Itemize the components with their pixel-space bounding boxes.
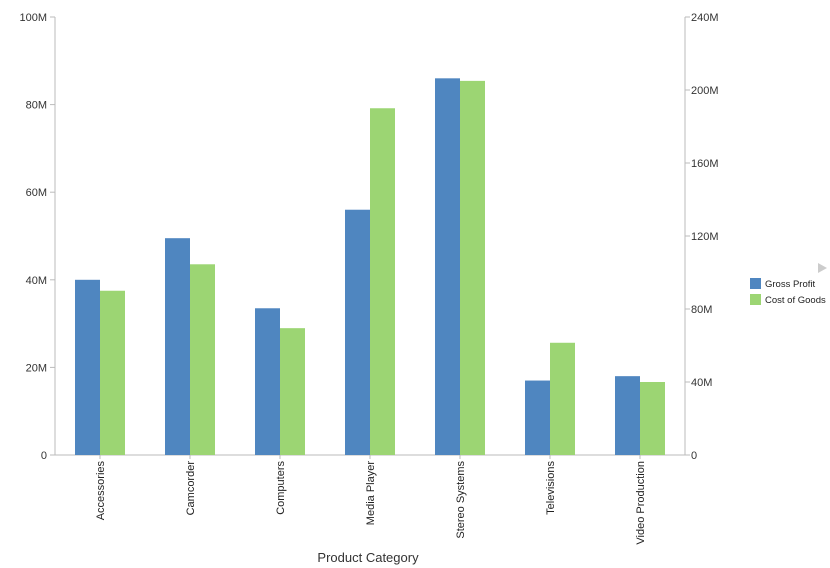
labels: 0 20M 40M 60M 80M 100M 0 40M 80M 120M 160M 200M 240M… (19, 12, 718, 545)
left-tick-label: 100M (19, 12, 47, 24)
category-label: Computers (275, 461, 287, 515)
category-label: Video Production (635, 461, 647, 545)
cost-of-goods-bar[interactable] (460, 80, 485, 455)
x-axis-title: Product Category (317, 550, 419, 565)
right-tick-label: 0 (691, 450, 697, 462)
cost-of-goods-bar[interactable] (280, 328, 305, 455)
gross-profit-bar[interactable] (615, 376, 640, 455)
left-tick-label: 0 (41, 450, 47, 462)
gross-profit-bar[interactable] (165, 238, 190, 455)
left-tick-label: 80M (26, 100, 47, 112)
category-label: Stereo Systems (455, 461, 467, 539)
left-tick-label: 20M (26, 362, 47, 374)
triangle-right-icon[interactable] (818, 263, 827, 273)
legend-swatch (750, 278, 761, 289)
gross-profit-bar[interactable] (75, 279, 100, 455)
category-label: Camcorder (185, 461, 197, 516)
right-tick-label: 160M (691, 158, 719, 170)
cost-of-goods-bar[interactable] (640, 382, 665, 455)
right-tick-label: 200M (691, 85, 719, 97)
category-label: Media Player (365, 461, 377, 526)
right-tick-label: 40M (691, 377, 712, 389)
cost-of-goods-bar[interactable] (370, 108, 395, 455)
category-label: Televisions (545, 461, 557, 515)
right-tick-label: 240M (691, 12, 719, 24)
left-tick-label: 40M (26, 275, 47, 287)
right-tick-label: 120M (691, 231, 719, 243)
gross-profit-bar[interactable] (435, 78, 460, 455)
gross-profit-bar[interactable] (525, 380, 550, 455)
cost-of-goods-bar[interactable] (100, 290, 125, 455)
legend: Gross Profit Cost of Goods (750, 263, 827, 306)
right-tick-label: 80M (691, 304, 712, 316)
category-label: Accessories (95, 461, 107, 521)
cost-of-goods-bar[interactable] (190, 264, 215, 455)
legend-swatch (750, 294, 761, 305)
legend-label: Gross Profit (765, 279, 816, 290)
cost-of-goods-bar[interactable] (550, 342, 575, 455)
left-tick-label: 60M (26, 187, 47, 199)
legend-label: Cost of Goods (765, 295, 826, 306)
gross-profit-bar[interactable] (255, 308, 280, 455)
bars (75, 78, 665, 455)
gross-profit-bar[interactable] (345, 209, 370, 455)
